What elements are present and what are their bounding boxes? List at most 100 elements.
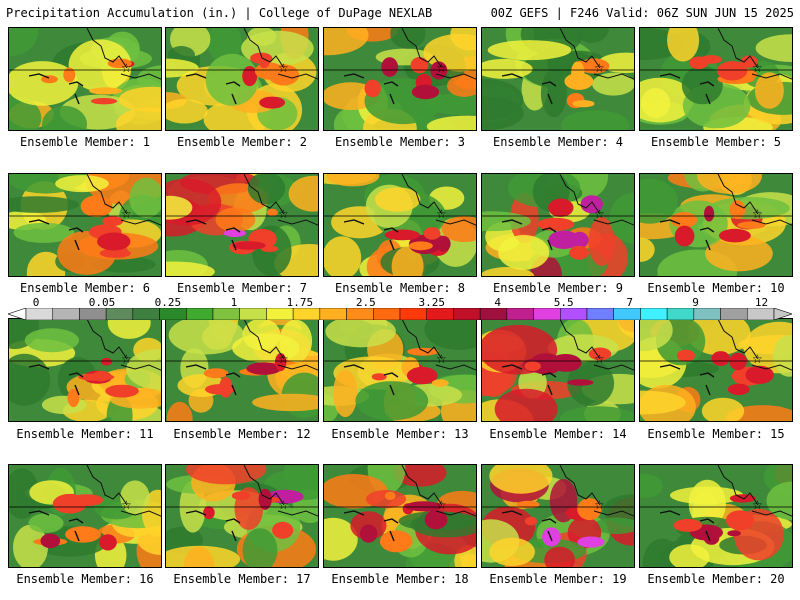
ensemble-map-panel: ☆ bbox=[165, 318, 319, 422]
precip-field: ☆ bbox=[640, 319, 792, 421]
colorbar-strip bbox=[8, 308, 792, 320]
ensemble-member-caption: Ensemble Member: 12 bbox=[173, 427, 311, 441]
ensemble-map-panel: ☆ bbox=[8, 173, 162, 277]
colorbar-swatch bbox=[186, 308, 214, 320]
colorbar-tick-label: 1.75 bbox=[286, 296, 314, 309]
ensemble-map-panel: ☆ bbox=[639, 464, 793, 568]
precip-field: ☆ bbox=[9, 174, 161, 276]
precip-field: ☆ bbox=[324, 174, 476, 276]
ensemble-map-panel: ☆ bbox=[165, 27, 319, 131]
ensemble-member-caption: Ensemble Member: 2 bbox=[176, 135, 308, 149]
colorbar-tick-label: 9 bbox=[692, 296, 699, 309]
colorbar-swatch bbox=[613, 308, 641, 320]
precip-field: ☆ bbox=[9, 28, 161, 130]
ensemble-map-panel: ☆ bbox=[323, 27, 477, 131]
colorbar-tick-label: 5.5 bbox=[553, 296, 574, 309]
colorbar-swatch bbox=[747, 308, 775, 320]
precip-field: ☆ bbox=[324, 465, 476, 567]
precip-field: ☆ bbox=[166, 465, 318, 567]
star-marker-icon: ☆ bbox=[752, 61, 763, 75]
ensemble-member-caption: Ensemble Member: 6 bbox=[19, 281, 151, 295]
precip-field: ☆ bbox=[482, 465, 634, 567]
star-marker-icon: ☆ bbox=[752, 498, 763, 512]
colorbar-swatch bbox=[159, 308, 187, 320]
valid-time-label: 00Z GEFS | F246 Valid: 06Z SUN JUN 15 20… bbox=[490, 6, 794, 20]
ensemble-member-caption: Ensemble Member: 3 bbox=[334, 135, 466, 149]
colorbar-swatch bbox=[693, 308, 721, 320]
ensemble-member-caption: Ensemble Member: 20 bbox=[647, 572, 785, 586]
star-marker-icon: ☆ bbox=[121, 61, 132, 75]
ensemble-member-caption: Ensemble Member: 19 bbox=[489, 572, 627, 586]
ensemble-member-caption: Ensemble Member: 4 bbox=[492, 135, 624, 149]
ensemble-member-caption: Ensemble Member: 10 bbox=[647, 281, 785, 295]
ensemble-member-caption: Ensemble Member: 11 bbox=[16, 427, 154, 441]
ensemble-map-panel: ☆ bbox=[639, 173, 793, 277]
colorbar-tick-label: 1 bbox=[230, 296, 238, 309]
product-title: Precipitation Accumulation (in.) | Colle… bbox=[6, 6, 433, 20]
colorbar-swatch bbox=[506, 308, 534, 320]
colorbar-tick-label: 12 bbox=[754, 296, 769, 309]
star-marker-icon: ☆ bbox=[594, 498, 605, 512]
star-marker-icon: ☆ bbox=[436, 498, 447, 512]
ensemble-map-panel: ☆ bbox=[165, 464, 319, 568]
star-marker-icon: ☆ bbox=[436, 207, 447, 221]
precip-field: ☆ bbox=[324, 28, 476, 130]
ensemble-map-panel: ☆ bbox=[323, 318, 477, 422]
ensemble-map-panel: ☆ bbox=[481, 27, 635, 131]
colorbar-min-arrow bbox=[8, 308, 27, 320]
ensemble-member-caption: Ensemble Member: 14 bbox=[489, 427, 627, 441]
star-marker-icon: ☆ bbox=[278, 61, 289, 75]
star-marker-icon: ☆ bbox=[594, 61, 605, 75]
colorbar-swatch bbox=[666, 308, 695, 320]
precip-field: ☆ bbox=[9, 319, 161, 421]
colorbar-swatch bbox=[720, 308, 748, 320]
ensemble-member-caption: Ensemble Member: 13 bbox=[331, 427, 469, 441]
star-marker-icon: ☆ bbox=[121, 207, 132, 221]
colorbar-swatch bbox=[346, 308, 374, 320]
star-marker-icon: ☆ bbox=[278, 498, 289, 512]
ensemble-member-caption: Ensemble Member: 1 bbox=[19, 135, 151, 149]
ensemble-map-panel: ☆ bbox=[323, 464, 477, 568]
colorbar-swatch bbox=[52, 308, 80, 320]
colorbar-swatch bbox=[212, 308, 240, 320]
colorbar-tick-label: 3.25 bbox=[418, 296, 446, 309]
colorbar-tick-label: 7 bbox=[626, 296, 633, 309]
star-marker-icon: ☆ bbox=[594, 352, 605, 366]
colorbar-swatch bbox=[586, 308, 614, 320]
ensemble-map-panel: ☆ bbox=[481, 464, 635, 568]
star-marker-icon: ☆ bbox=[436, 352, 447, 366]
ensemble-member-caption: Ensemble Member: 8 bbox=[334, 281, 466, 295]
colorbar-swatch bbox=[533, 308, 561, 320]
precip-field: ☆ bbox=[482, 174, 634, 276]
ensemble-member-caption: Ensemble Member: 18 bbox=[331, 572, 469, 586]
colorbar-tick-label: 0.25 bbox=[154, 296, 182, 309]
ensemble-member-caption: Ensemble Member: 7 bbox=[176, 281, 308, 295]
star-marker-icon: ☆ bbox=[121, 352, 132, 366]
precip-field: ☆ bbox=[640, 465, 792, 567]
precip-field: ☆ bbox=[640, 174, 792, 276]
precip-field: ☆ bbox=[640, 28, 792, 130]
precip-field: ☆ bbox=[166, 174, 318, 276]
star-marker-icon: ☆ bbox=[278, 207, 289, 221]
ensemble-member-caption: Ensemble Member: 16 bbox=[16, 572, 154, 586]
star-marker-icon: ☆ bbox=[436, 61, 447, 75]
ensemble-map-panel: ☆ bbox=[323, 173, 477, 277]
colorbar-swatch bbox=[239, 308, 267, 320]
colorbar-swatch bbox=[105, 308, 134, 320]
precip-field: ☆ bbox=[9, 465, 161, 567]
colorbar-swatch bbox=[132, 308, 160, 320]
colorbar-swatch bbox=[319, 308, 347, 320]
ensemble-map-panel: ☆ bbox=[8, 464, 162, 568]
colorbar-swatch bbox=[399, 308, 427, 320]
star-marker-icon: ☆ bbox=[278, 352, 289, 366]
ensemble-map-panel: ☆ bbox=[481, 318, 635, 422]
ensemble-map-panel: ☆ bbox=[639, 27, 793, 131]
ensemble-map-panel: ☆ bbox=[481, 173, 635, 277]
colorbar-max-arrow bbox=[773, 308, 792, 320]
colorbar-swatch bbox=[292, 308, 321, 320]
ensemble-map-panel: ☆ bbox=[165, 173, 319, 277]
ensemble-member-caption: Ensemble Member: 17 bbox=[173, 572, 311, 586]
ensemble-map-panel: ☆ bbox=[639, 318, 793, 422]
colorbar-tick-label: 2.5 bbox=[355, 296, 376, 309]
precip-field: ☆ bbox=[324, 319, 476, 421]
